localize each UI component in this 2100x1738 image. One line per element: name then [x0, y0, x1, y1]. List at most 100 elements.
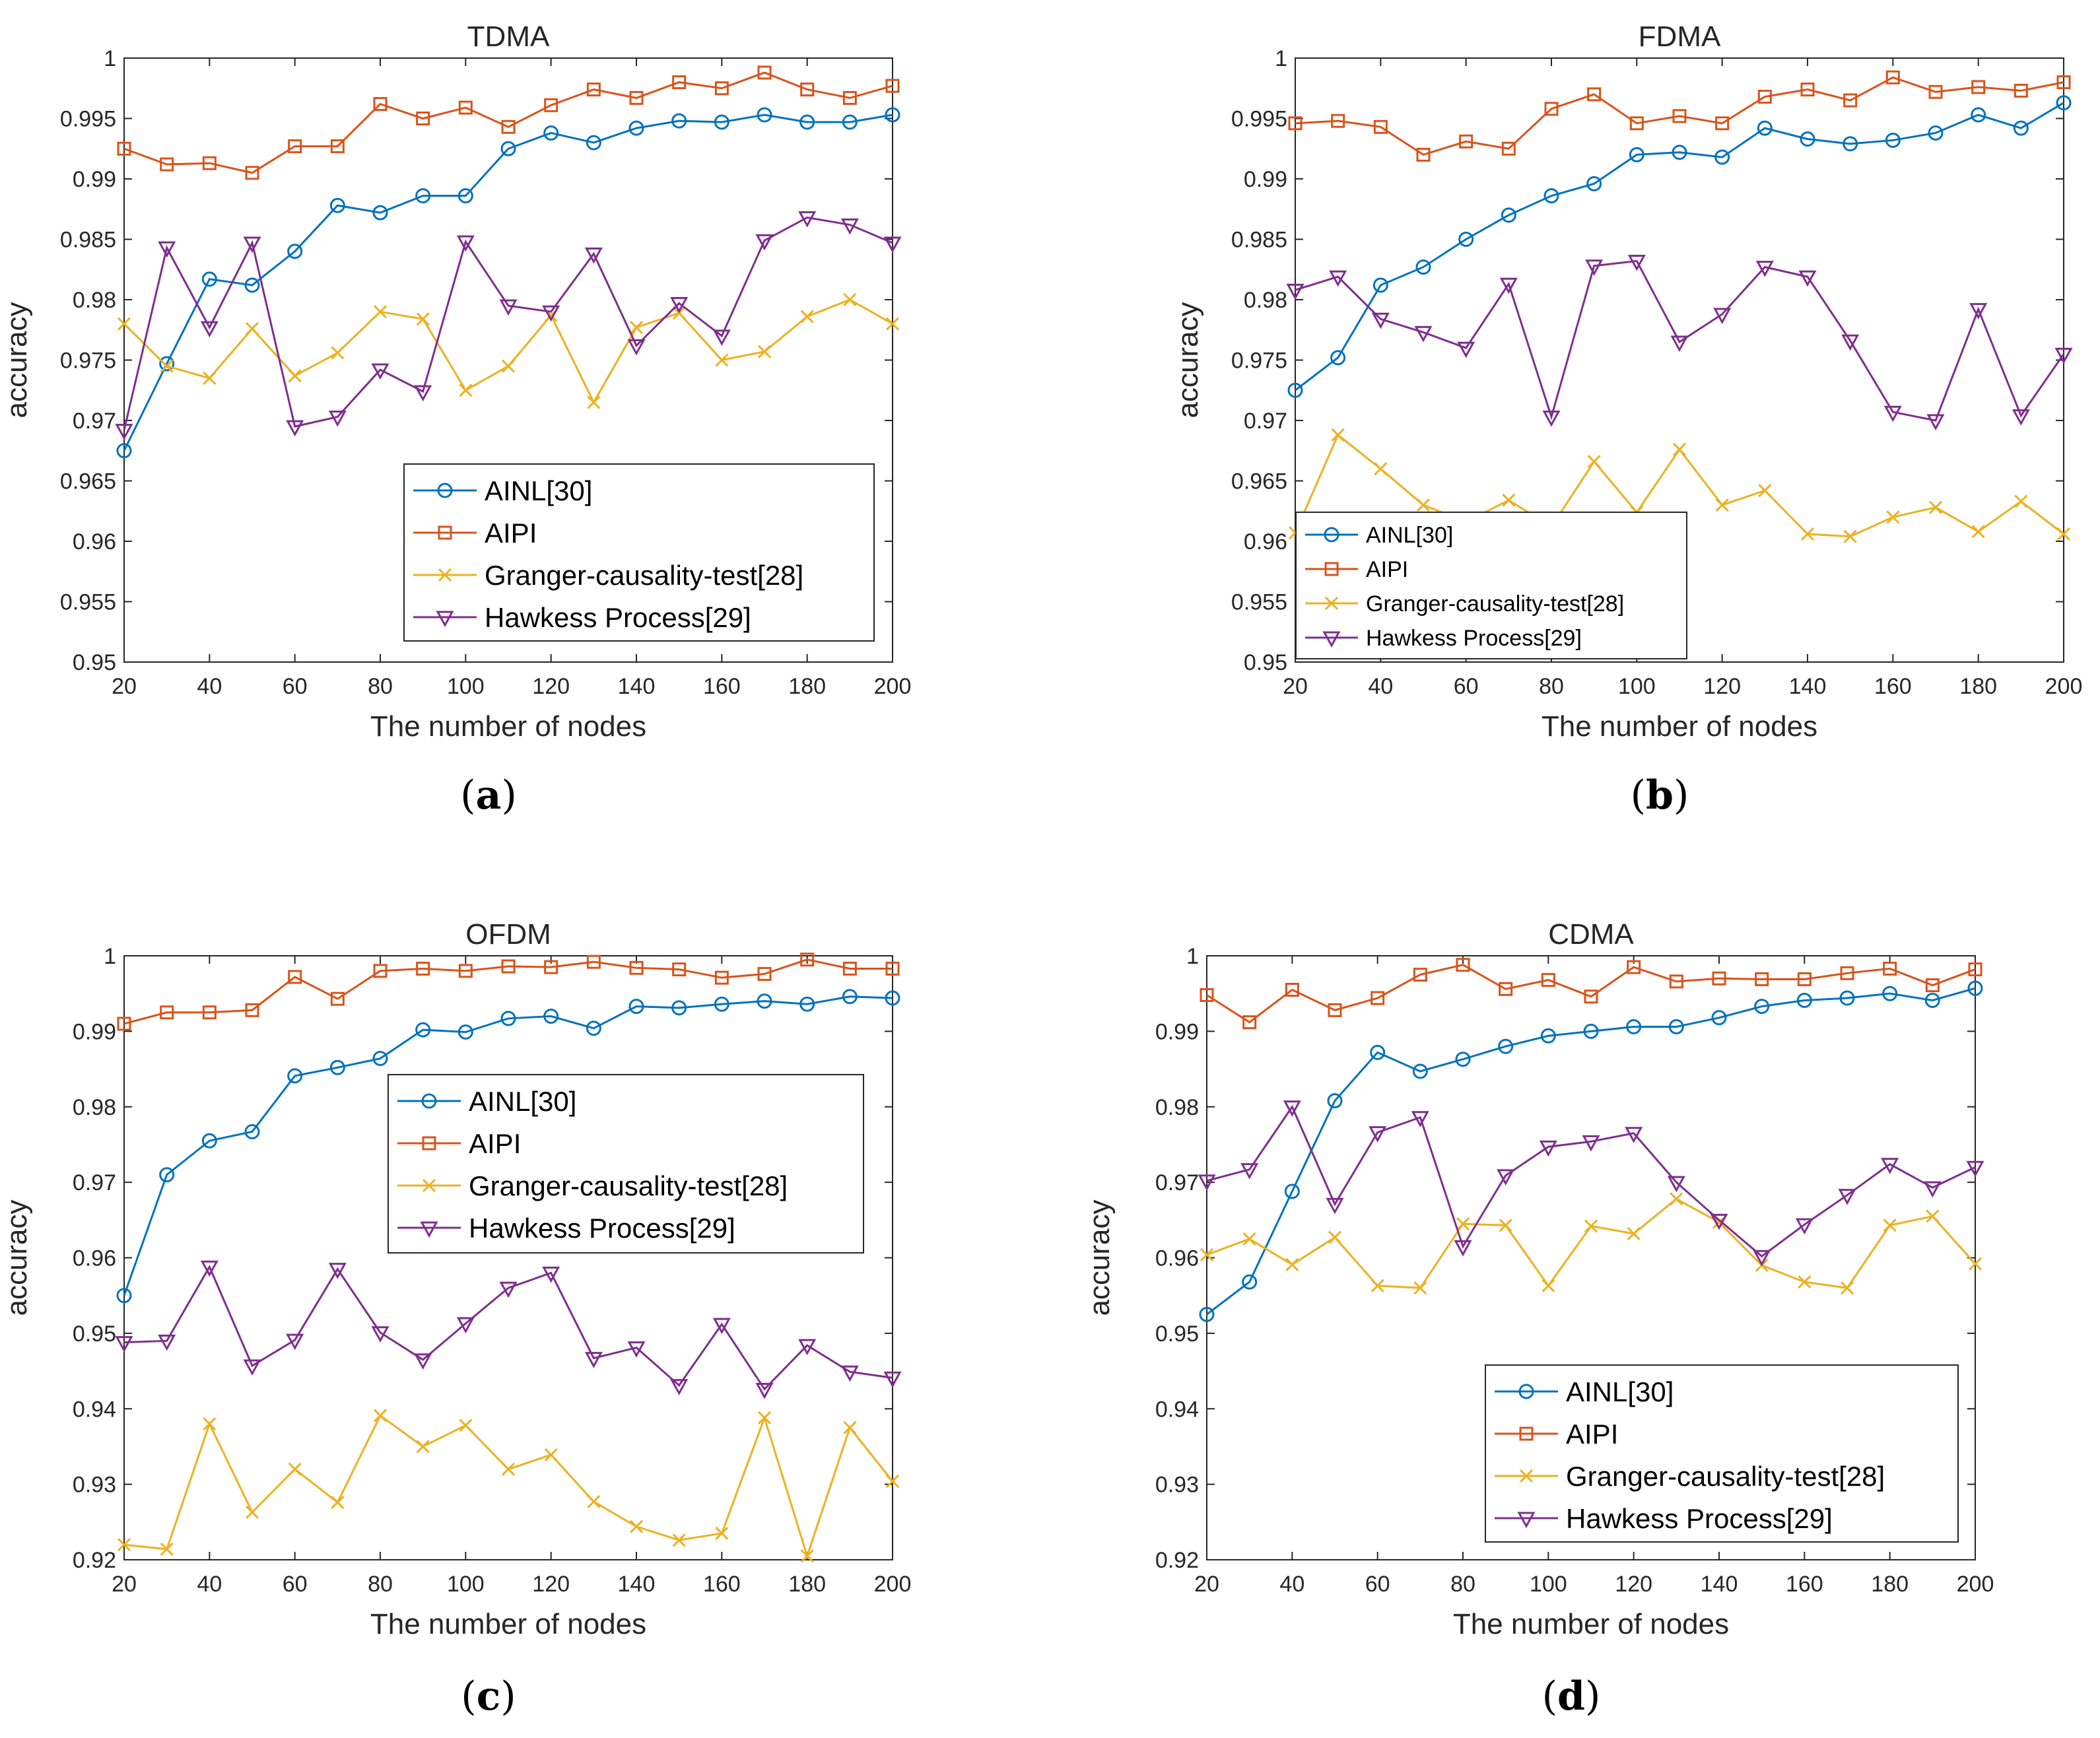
series-triangle-down: [115, 211, 902, 440]
legend-marker: [1324, 596, 1339, 611]
legend: AINL[30] AIPI Granger-causality-test[28] Ha…: [1295, 512, 1687, 659]
data-point: [499, 299, 518, 316]
data-point: [843, 1420, 857, 1434]
panel-caption: (a): [460, 772, 517, 819]
data-point: [1200, 987, 1214, 1002]
data-point: [1585, 259, 1604, 276]
data-point: [1629, 147, 1644, 162]
data-point: [1715, 116, 1730, 131]
panel-caption: (d): [1542, 1673, 1601, 1720]
legend-label: Hawkess Process[29]: [1566, 1503, 1833, 1534]
legend-marker: [1518, 1384, 1534, 1399]
y-tick-label: 0.98: [73, 1095, 116, 1120]
data-point: [1843, 529, 1857, 543]
data-point: [1968, 962, 1982, 977]
data-point: [883, 1371, 902, 1388]
data-point: [627, 339, 646, 356]
data-point: [2014, 494, 2028, 508]
data-point: [372, 205, 388, 220]
x-tick-label: 100: [1530, 1572, 1567, 1597]
data-point: [286, 1333, 304, 1351]
x-tick-label: 160: [703, 1572, 741, 1597]
x-tick-label: 60: [283, 1572, 308, 1597]
x-tick-label: 40: [1279, 1572, 1304, 1597]
data-point: [1414, 325, 1433, 343]
data-point: [1543, 188, 1559, 204]
chart-title: CDMA: [1548, 918, 1634, 951]
plot-area: [123, 955, 893, 1560]
x-tick-label: 200: [874, 1572, 912, 1597]
x-tick-label: 100: [447, 674, 485, 699]
x-tick-label: 140: [618, 674, 656, 699]
data-point: [1926, 414, 1945, 431]
data-point: [1928, 84, 1943, 99]
x-axis-label: The number of nodes: [370, 710, 646, 743]
data-point: [1285, 1257, 1299, 1271]
legend: AINL[30] AIPI Granger-causality-test[28] Ha…: [403, 463, 875, 642]
chart-panel-d: CDMA 20 40 60 80 100 120 140 160 180 200 0.92 0.93 0.…: [1083, 918, 1994, 1720]
data-point: [1501, 141, 1516, 156]
series-line: [1295, 76, 2064, 156]
data-point: [1497, 1169, 1515, 1186]
y-tick-label: 0.965: [1231, 469, 1287, 494]
data-point: [371, 1326, 390, 1343]
data-point: [1415, 259, 1431, 275]
series-circle: [1199, 980, 1983, 1322]
data-point: [1712, 1215, 1726, 1229]
legend-box: [1485, 1364, 1959, 1543]
data-point: [1883, 405, 1902, 422]
data-point: [203, 1417, 217, 1431]
data-point: [885, 961, 900, 976]
data-point: [629, 1520, 644, 1533]
y-tick-label: 0.97: [1244, 409, 1287, 434]
x-tick-label: 100: [447, 1572, 485, 1597]
legend-label: Hawkess Process[29]: [469, 1213, 735, 1244]
data-point: [117, 317, 131, 331]
y-tick-label: 0.96: [1244, 529, 1287, 554]
data-point: [1840, 966, 1854, 980]
x-tick-label: 120: [532, 1572, 570, 1597]
data-point: [840, 1365, 859, 1382]
data-point: [1629, 116, 1644, 131]
data-point: [586, 954, 601, 969]
data-point: [1499, 1219, 1512, 1232]
data-point: [1454, 1240, 1472, 1257]
legend-marker: [421, 1093, 437, 1109]
data-point: [2013, 120, 2029, 136]
data-point: [1627, 960, 1641, 974]
legend: AINL[30] AIPI Granger-causality-test[28] Ha…: [1485, 1364, 1959, 1543]
data-point: [1800, 131, 1815, 147]
data-point: [1798, 1275, 1812, 1289]
y-tick-label: 0.98: [1244, 288, 1287, 313]
data-point: [1924, 992, 1940, 1008]
y-tick-label: 0.98: [73, 288, 116, 313]
y-tick-label: 0.95: [73, 650, 116, 675]
y-tick-label: 0.93: [1155, 1473, 1199, 1498]
data-point: [1926, 1209, 1940, 1223]
data-point: [501, 1462, 516, 1476]
legend-label: Granger-causality-test[28]: [1566, 1461, 1885, 1492]
series-square: [117, 953, 900, 1031]
data-point: [885, 317, 900, 331]
y-tick-label: 0.94: [1155, 1397, 1199, 1422]
data-point: [1886, 510, 1900, 524]
data-point: [714, 81, 729, 96]
data-point: [1458, 232, 1474, 247]
data-point: [116, 1288, 132, 1304]
data-point: [287, 1068, 303, 1084]
data-point: [288, 139, 302, 154]
data-point: [160, 359, 174, 373]
series-x: [117, 292, 900, 409]
data-point: [544, 1448, 558, 1462]
data-point: [542, 305, 560, 322]
data-point: [1753, 1250, 1771, 1267]
data-point: [799, 996, 815, 1012]
data-point: [1625, 1127, 1643, 1143]
data-point: [372, 1051, 388, 1067]
data-point: [1757, 120, 1773, 136]
data-point: [1582, 1135, 1600, 1152]
data-point: [1971, 80, 1986, 94]
data-point: [1885, 70, 1900, 84]
data-point: [1672, 442, 1687, 456]
data-point: [1969, 303, 1988, 319]
